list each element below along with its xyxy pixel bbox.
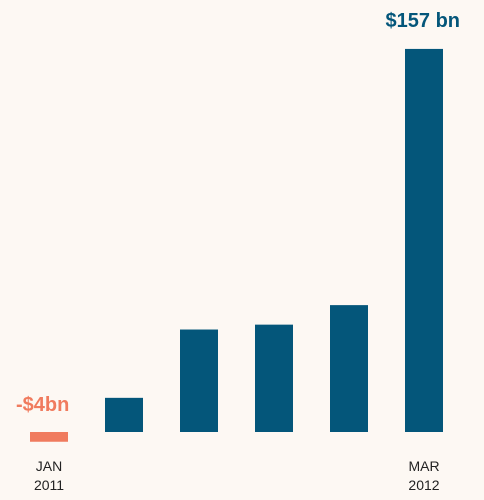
bar-4 [255, 324, 293, 432]
annotation-last-value: $157 bn [386, 10, 460, 32]
x-tick-label-1-line2: 2011 [34, 477, 64, 493]
x-tick-label-1-line1: JAN [36, 458, 62, 474]
bar-2 [105, 397, 143, 432]
bar-6 [405, 48, 443, 433]
x-tick-label-6-line2: 2012 [408, 477, 439, 493]
bars-group [30, 48, 443, 442]
bar-5 [330, 305, 368, 432]
bar-1 [30, 432, 68, 442]
x-tick-label-6-line1: MAR [408, 458, 439, 474]
x-axis-ticks: JAN 2011 MAR 2012 [34, 458, 440, 493]
annotation-first-value: -$4bn [16, 394, 69, 416]
bar-3 [180, 329, 218, 432]
